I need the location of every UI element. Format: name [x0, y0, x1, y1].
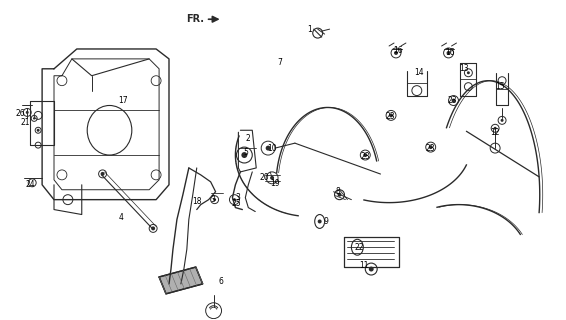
Text: 1: 1 — [307, 25, 312, 34]
Text: FR.: FR. — [186, 14, 204, 24]
Text: 23: 23 — [448, 96, 457, 105]
Circle shape — [233, 198, 236, 201]
Text: 23: 23 — [385, 112, 395, 121]
Circle shape — [447, 51, 451, 55]
Circle shape — [363, 153, 367, 157]
Text: 18: 18 — [192, 197, 201, 206]
Text: 20: 20 — [259, 173, 269, 182]
Text: 9: 9 — [323, 217, 328, 226]
Text: 8: 8 — [335, 187, 340, 196]
Circle shape — [337, 193, 341, 197]
Text: 15: 15 — [495, 82, 505, 91]
Circle shape — [33, 117, 35, 120]
Circle shape — [241, 152, 247, 158]
Text: 23: 23 — [426, 144, 435, 153]
Circle shape — [452, 99, 456, 102]
Text: 7: 7 — [277, 58, 282, 67]
Circle shape — [270, 176, 274, 180]
Text: 16: 16 — [393, 46, 403, 55]
Text: 5: 5 — [243, 148, 248, 156]
Circle shape — [151, 227, 155, 230]
Text: 19: 19 — [270, 179, 280, 188]
Text: 23: 23 — [361, 152, 370, 161]
Circle shape — [318, 220, 321, 223]
Circle shape — [500, 119, 504, 122]
Text: 11: 11 — [359, 260, 369, 269]
Circle shape — [369, 267, 374, 272]
Text: 25: 25 — [231, 199, 241, 208]
Circle shape — [467, 71, 470, 74]
Text: 6: 6 — [218, 277, 223, 286]
Text: 22: 22 — [354, 243, 364, 252]
Text: 12: 12 — [490, 128, 500, 137]
Circle shape — [213, 198, 216, 201]
Circle shape — [265, 146, 271, 151]
Text: 16: 16 — [445, 48, 454, 57]
Circle shape — [101, 172, 105, 176]
Circle shape — [494, 127, 496, 130]
Circle shape — [394, 51, 398, 55]
Text: 21: 21 — [20, 118, 30, 127]
Text: 14: 14 — [414, 68, 423, 77]
Text: 2: 2 — [246, 134, 251, 143]
Text: 3: 3 — [210, 195, 215, 204]
Text: 3: 3 — [235, 193, 240, 202]
Circle shape — [37, 129, 40, 132]
Text: 10: 10 — [267, 144, 277, 153]
Text: 26: 26 — [15, 109, 25, 118]
Polygon shape — [159, 267, 203, 294]
Circle shape — [389, 113, 393, 117]
Text: 13: 13 — [460, 64, 469, 73]
Text: 17: 17 — [119, 96, 128, 105]
Text: 4: 4 — [119, 213, 124, 222]
Circle shape — [25, 111, 29, 114]
Text: 24: 24 — [25, 180, 35, 189]
Circle shape — [428, 145, 432, 149]
